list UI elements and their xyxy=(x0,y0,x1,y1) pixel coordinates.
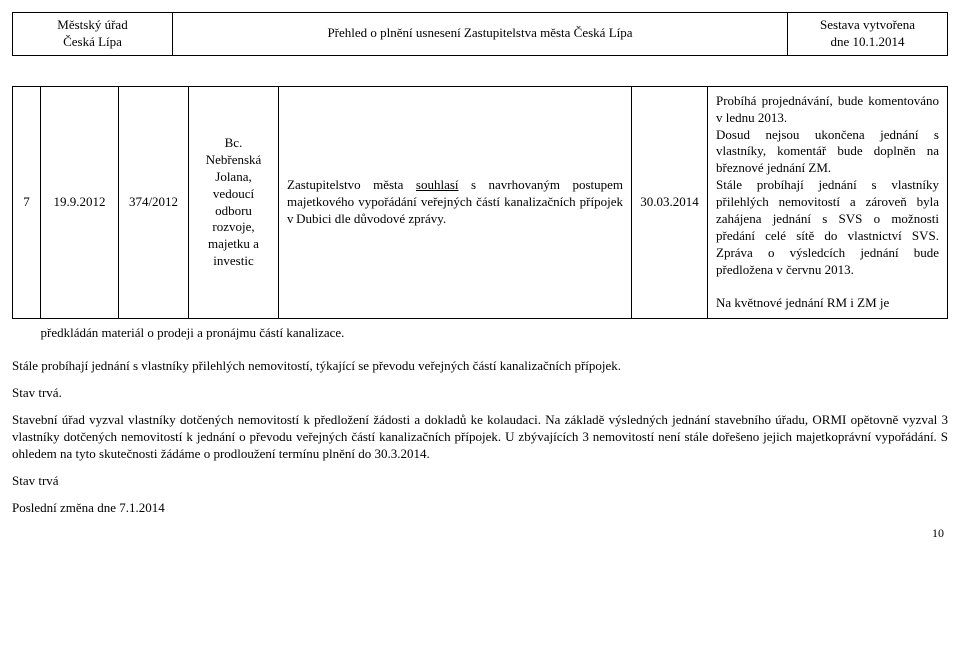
body-text-block: Stále probíhají jednání s vlastníky přil… xyxy=(12,358,948,516)
body-paragraph-3: Stavební úřad vyzval vlastníky dotčených… xyxy=(12,412,948,463)
cell-meeting-date: 19.9.2012 xyxy=(41,86,119,319)
body-paragraph-5: Poslední změna dne 7.1.2014 xyxy=(12,500,948,517)
header-office-name: Městský úřad xyxy=(57,17,127,32)
header-right-cell: Sestava vytvořena dne 10.1.2014 xyxy=(788,13,948,56)
body-paragraph-2: Stav trvá. xyxy=(12,385,948,402)
cell-subrow-text: předkládán materiál o prodeji a pronájmu… xyxy=(13,319,948,348)
table-sub-row: předkládán materiál o prodeji a pronájmu… xyxy=(13,319,948,348)
resolution-prefix: Zastupitelstvo města xyxy=(287,177,416,192)
cell-resolution-text: Zastupitelstvo města souhlasí s navrhova… xyxy=(279,86,632,319)
resolution-verb: souhlasí xyxy=(416,177,459,192)
header-generated-date: dne 10.1.2014 xyxy=(830,34,904,49)
header-generated-label: Sestava vytvořena xyxy=(820,17,915,32)
cell-status-text: Probíhá projednávání, bude komentováno v… xyxy=(708,86,948,319)
cell-responsible-person: Bc. Nebřenská Jolana, vedoucí odboru roz… xyxy=(189,86,279,319)
page-number: 10 xyxy=(12,526,948,541)
cell-deadline-date: 30.03.2014 xyxy=(632,86,708,319)
header-table: Městský úřad Česká Lípa Přehled o plnění… xyxy=(12,12,948,56)
header-city-name: Česká Lípa xyxy=(63,34,122,49)
table-row: 7 19.9.2012 374/2012 Bc. Nebřenská Jolan… xyxy=(13,86,948,319)
cell-resolution-number: 374/2012 xyxy=(119,86,189,319)
body-paragraph-1: Stále probíhají jednání s vlastníky přil… xyxy=(12,358,948,375)
body-paragraph-4: Stav trvá xyxy=(12,473,948,490)
cell-index: 7 xyxy=(13,86,41,319)
header-left-cell: Městský úřad Česká Lípa xyxy=(13,13,173,56)
header-title: Přehled o plnění usnesení Zastupitelstva… xyxy=(327,25,632,40)
header-title-cell: Přehled o plnění usnesení Zastupitelstva… xyxy=(173,13,788,56)
resolution-table: 7 19.9.2012 374/2012 Bc. Nebřenská Jolan… xyxy=(12,86,948,348)
